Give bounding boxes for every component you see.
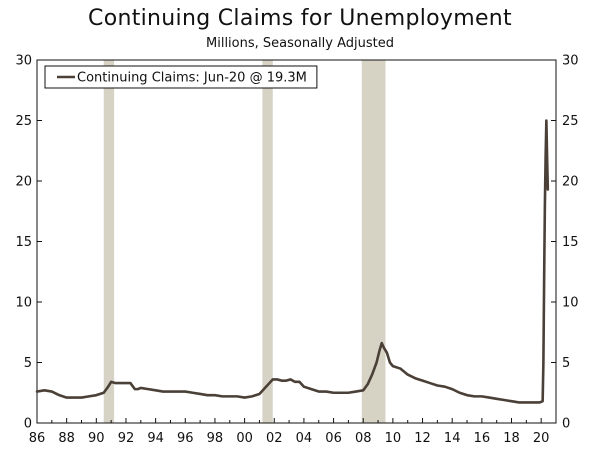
y-tick-label-right: 25 [562, 114, 579, 129]
chart-subtitle: Millions, Seasonally Adjusted [206, 36, 394, 51]
x-tick-label: 06 [325, 431, 342, 446]
x-tick-label: 98 [207, 431, 224, 446]
plot-border [36, 59, 557, 424]
recession-bands [103, 60, 386, 423]
x-tick-label: 00 [236, 431, 253, 446]
x-axis: 86 88 90 92 94 96 98 00 02 04 06 08 10 12 14 16 18 20 [29, 418, 557, 446]
series-group [35, 119, 550, 404]
legend-box [44, 65, 318, 89]
y-tick-label-right: 5 [562, 356, 570, 371]
x-tick-label: 86 [29, 431, 46, 446]
y-tick-label-right: 10 [562, 296, 579, 311]
x-tick-label: 04 [296, 431, 313, 446]
y-tick-label-right: 30 [562, 54, 579, 69]
y-tick-label: 5 [24, 356, 32, 371]
y-tick-label: 15 [15, 235, 32, 250]
x-tick-label: 18 [503, 431, 520, 446]
y-tick-label: 25 [15, 114, 32, 129]
x-tick-label: 88 [58, 431, 75, 446]
y-tick-label: 0 [24, 417, 32, 432]
x-tick-label: 94 [147, 431, 164, 446]
chart-title: Continuing Claims for Unemployment [88, 6, 512, 31]
y-tick-label: 30 [15, 54, 32, 69]
recession-band [361, 60, 386, 423]
y-tick-label-right: 0 [562, 417, 570, 432]
legend: Continuing Claims: Jun-20 @ 19.3M [44, 65, 318, 89]
x-tick-label: 92 [118, 431, 135, 446]
x-tick-label: 14 [444, 431, 461, 446]
y-tick-label-right: 15 [562, 235, 579, 250]
legend-label: Continuing Claims: Jun-20 @ 19.3M [77, 71, 307, 86]
right-y-axis: 0 5 10 15 20 25 30 [551, 54, 579, 432]
x-tick-label: 96 [177, 431, 194, 446]
left-y-axis: 0 5 10 15 20 25 30 [15, 54, 42, 432]
x-tick-label: 90 [88, 431, 105, 446]
x-tick-label: 16 [474, 431, 491, 446]
y-tick-label: 20 [15, 175, 32, 190]
x-tick-label: 08 [355, 431, 372, 446]
recession-band [103, 60, 115, 423]
x-tick-label: 12 [414, 431, 431, 446]
x-tick-label: 20 [533, 431, 550, 446]
series-line [35, 119, 550, 404]
plot-frame [36, 59, 557, 424]
y-tick-label-right: 20 [562, 175, 579, 190]
y-tick-label: 10 [15, 296, 32, 311]
x-tick-label: 02 [266, 431, 283, 446]
x-tick-label: 10 [385, 431, 402, 446]
recession-band [262, 60, 273, 423]
